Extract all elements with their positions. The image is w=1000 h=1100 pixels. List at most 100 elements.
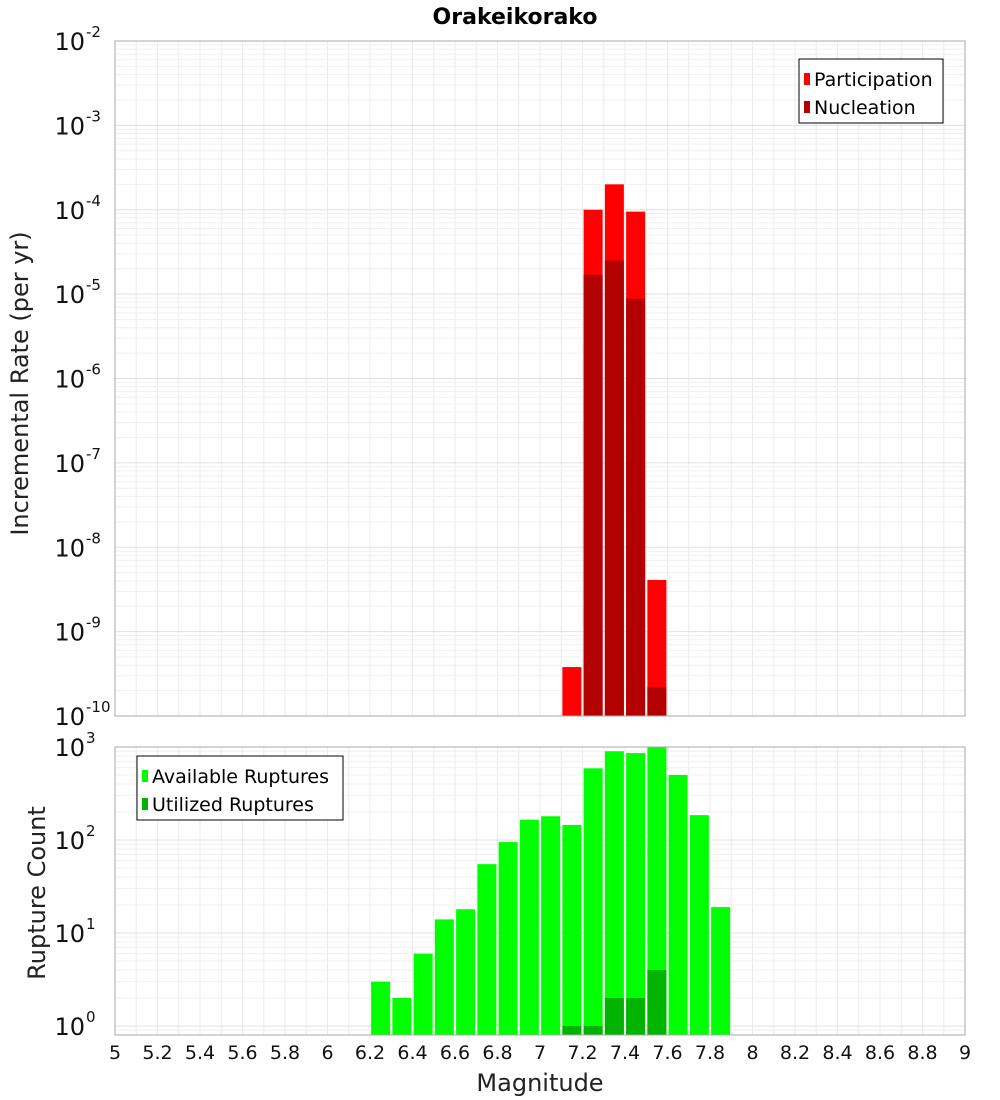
- bar-available-ruptures: [689, 815, 709, 1035]
- count-panel-bars: [371, 747, 731, 1035]
- y-tick-exponent: -5: [86, 276, 101, 294]
- y-tick-exponent: -9: [86, 614, 101, 632]
- y-tick-exponent: 2: [86, 822, 96, 840]
- y-tick-label: 10: [54, 197, 85, 225]
- y-tick-exponent: -2: [86, 23, 101, 41]
- bar-utilized-ruptures: [626, 997, 646, 1035]
- x-tick-label: 5.2: [142, 1042, 172, 1064]
- x-tick-label: 5.8: [270, 1042, 300, 1064]
- bar-available-ruptures: [498, 842, 518, 1035]
- y-tick-exponent: -6: [86, 361, 101, 379]
- x-tick-label: 8.4: [822, 1042, 852, 1064]
- bar-utilized-ruptures: [583, 1025, 603, 1035]
- x-tick-label: 7.2: [567, 1042, 597, 1064]
- x-tick-label: 7.8: [695, 1042, 725, 1064]
- x-tick-label: 7.6: [652, 1042, 682, 1064]
- x-tick-label: 6.6: [440, 1042, 470, 1064]
- legend-label: Participation: [814, 69, 933, 91]
- y-tick-label: 10: [54, 366, 85, 394]
- x-tick-label: 8.2: [780, 1042, 810, 1064]
- x-tick-label: 6.4: [397, 1042, 427, 1064]
- bar-available-ruptures: [413, 953, 433, 1035]
- chart-title: Orakeikorako: [433, 5, 598, 30]
- bar-utilized-ruptures: [562, 1025, 582, 1035]
- y-tick-label: 10: [54, 281, 85, 309]
- y-tick-label: 10: [54, 703, 85, 731]
- bar-available-ruptures: [519, 819, 539, 1035]
- y-tick-exponent: -10: [86, 698, 111, 716]
- x-tick-label: 8.8: [907, 1042, 937, 1064]
- bar-utilized-ruptures: [647, 969, 667, 1035]
- legend-label: Utilized Ruptures: [152, 794, 314, 816]
- legend-label: Available Ruptures: [152, 766, 329, 788]
- rate-panel-bars: [562, 184, 667, 717]
- bar-available-ruptures: [541, 816, 561, 1035]
- rate-panel-legend: Participation Nucleation: [798, 58, 944, 124]
- y-tick-label: 10: [54, 450, 85, 478]
- x-tick-label: 6: [321, 1042, 333, 1064]
- count-panel-legend: Available Ruptures Utilized Ruptures: [136, 755, 344, 821]
- x-tick-label: 5: [109, 1042, 121, 1064]
- rate-panel-y-axis-label: Incremental Rate (per yr): [6, 231, 34, 535]
- y-tick-exponent: -8: [86, 529, 101, 547]
- rate-panel-frame: [114, 40, 966, 717]
- legend-box: [798, 58, 944, 124]
- bar-participation: [647, 579, 667, 716]
- count-panel-frame: [114, 746, 966, 1036]
- x-tick-label: 5.4: [185, 1042, 215, 1064]
- y-tick-label: 10: [54, 920, 85, 948]
- bar-nucleation: [583, 274, 603, 716]
- x-tick-label: 9: [959, 1042, 971, 1064]
- bar-available-ruptures: [668, 774, 688, 1035]
- bar-available-ruptures: [583, 768, 603, 1035]
- y-tick-label: 10: [54, 827, 85, 855]
- x-axis-ticks: 5 5.2 5.4 5.6 5.8 6 6.2 6.4 6.6 6.8 7 7.2 7.4 7.6 7.8 8…: [109, 1042, 971, 1064]
- bar-available-ruptures: [562, 824, 582, 1035]
- y-tick-label: 10: [54, 28, 85, 56]
- y-tick-label: 10: [54, 734, 85, 762]
- bar-available-ruptures: [477, 864, 497, 1035]
- bar-nucleation: [647, 687, 667, 716]
- bar-available-ruptures: [434, 919, 454, 1035]
- y-tick-exponent: 0: [86, 1008, 96, 1026]
- y-tick-exponent: 3: [86, 729, 96, 747]
- bar-available-ruptures: [392, 997, 412, 1035]
- legend-swatch: [804, 101, 810, 113]
- x-axis-label: Magnitude: [476, 1069, 603, 1097]
- x-tick-label: 6.8: [482, 1042, 512, 1064]
- y-tick-exponent: -7: [86, 445, 101, 463]
- legend-label: Nucleation: [814, 97, 916, 119]
- count-panel-grid: [114, 746, 966, 1036]
- legend-swatch: [804, 73, 810, 85]
- bar-available-ruptures: [456, 909, 476, 1035]
- x-tick-label: 8: [746, 1042, 758, 1064]
- bar-available-ruptures: [626, 753, 646, 1035]
- y-tick-label: 10: [54, 112, 85, 140]
- x-tick-label: 7: [534, 1042, 546, 1064]
- y-tick-label: 10: [54, 534, 85, 562]
- bar-available-ruptures: [604, 751, 624, 1035]
- rate-panel-grid: [114, 40, 966, 717]
- legend-swatch: [142, 798, 148, 810]
- bar-available-ruptures: [711, 907, 731, 1035]
- legend-box: [136, 755, 344, 821]
- y-tick-exponent: -3: [86, 107, 101, 125]
- y-tick-exponent: -4: [86, 192, 101, 210]
- bar-utilized-ruptures: [604, 997, 624, 1035]
- x-tick-label: 7.4: [610, 1042, 640, 1064]
- bar-nucleation: [604, 260, 624, 716]
- count-panel-y-axis-label: Rupture Count: [23, 806, 51, 980]
- y-tick-label: 10: [54, 1013, 85, 1041]
- bar-participation: [562, 667, 582, 716]
- x-tick-label: 8.6: [865, 1042, 895, 1064]
- bar-nucleation: [626, 298, 646, 716]
- legend-swatch: [142, 770, 148, 782]
- bar-available-ruptures: [371, 981, 391, 1035]
- y-tick-label: 10: [54, 619, 85, 647]
- x-tick-label: 5.6: [227, 1042, 257, 1064]
- bar-available-ruptures: [647, 747, 667, 1035]
